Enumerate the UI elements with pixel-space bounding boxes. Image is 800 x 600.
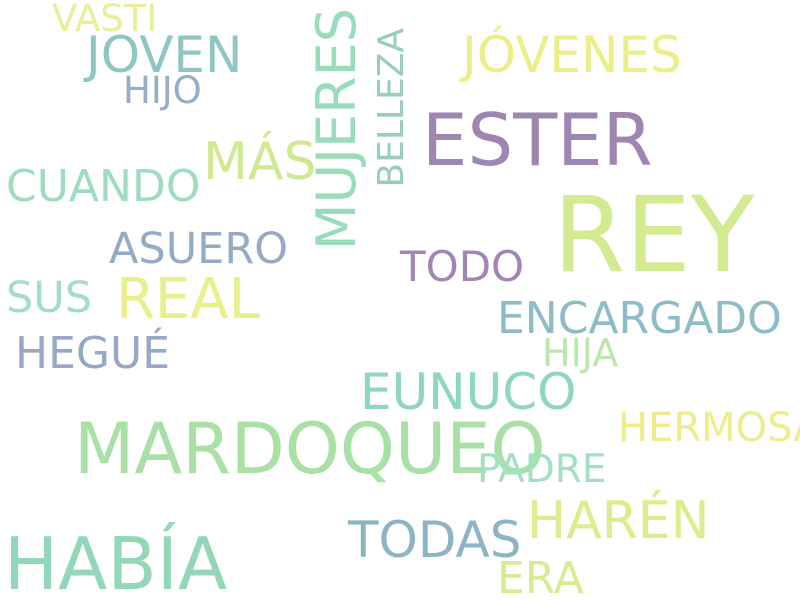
word-mujeres: MUJERES [305,8,368,251]
word-real: REAL [116,267,260,332]
word-mardoqueo: MARDOQUEO [74,408,546,490]
word-era: ERA [497,553,584,600]
word-belleza: BELLEZA [371,28,412,188]
word-todas: TODAS [348,511,522,569]
word-todo: TODO [400,242,525,291]
word-hijo: HIJO [123,69,202,112]
word-joven: JOVEN [86,26,243,84]
word-mas: MÁS [203,132,317,192]
word-habia: HABÍA [4,522,228,600]
word-vasti: VASTI [52,0,158,40]
word-rey: REY [553,174,755,296]
word-jovenes: JÓVENES [462,26,682,84]
word-hermosa: HERMOSA [618,405,800,451]
word-asuero: ASUERO [109,224,289,274]
word-eunuco: EUNUCO [360,363,577,421]
word-haren: HARÉN [527,491,710,551]
word-sus: SUS [6,273,93,323]
word-hegue: HEGUÉ [15,328,170,379]
word-cuando: CUANDO [6,161,201,212]
word-hija: HIJA [542,331,619,375]
word-ester: ESTER [422,98,653,182]
word-encargado: ENCARGADO [497,293,782,344]
word-padre: PADRE [477,447,607,492]
